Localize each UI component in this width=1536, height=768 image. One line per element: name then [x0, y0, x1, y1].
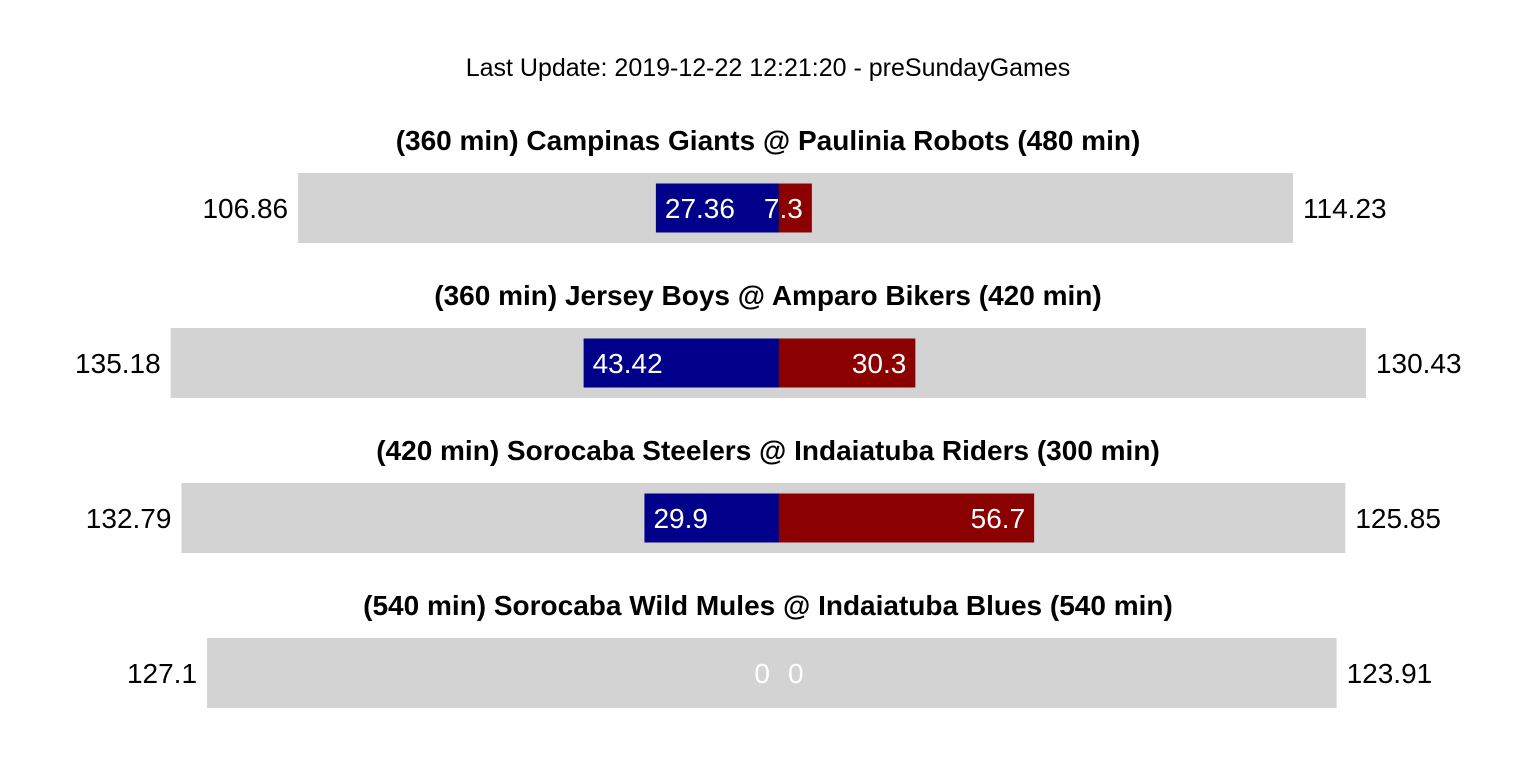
away-projection-label: 135.18: [75, 348, 161, 379]
away-projection-label: 127.1: [127, 658, 197, 689]
away-score-label: 27.36: [665, 193, 735, 224]
home-projection-label: 125.85: [1355, 503, 1441, 534]
game-title: (360 min) Jersey Boys @ Amparo Bikers (4…: [434, 280, 1101, 311]
away-score-label: 43.42: [593, 348, 663, 379]
home-score-label: 7.3: [764, 193, 803, 224]
home-score-label: 56.7: [971, 503, 1026, 534]
away-score-bar: [644, 493, 779, 543]
away-score-label: 29.9: [653, 503, 708, 534]
home-projection-label: 130.43: [1376, 348, 1462, 379]
home-projection-label: 114.23: [1303, 193, 1387, 224]
away-score-label: 0: [754, 658, 770, 689]
home-score-label: 0: [788, 658, 804, 689]
away-score-bar: [583, 338, 779, 388]
away-projection-label: 106.86: [202, 193, 288, 224]
last-update-text: Last Update: 2019-12-22 12:21:20 - preSu…: [466, 54, 1071, 82]
game-title: (540 min) Sorocaba Wild Mules @ Indaiatu…: [363, 590, 1173, 621]
home-score-bar: [779, 338, 916, 388]
away-score-bar: [655, 183, 779, 233]
projection-track: [207, 638, 1337, 708]
home-score-bar: [779, 493, 1035, 543]
home-score-bar: [779, 183, 812, 233]
game-title: (420 min) Sorocaba Steelers @ Indaiatuba…: [376, 435, 1160, 466]
game-title: (360 min) Campinas Giants @ Paulinia Rob…: [396, 125, 1141, 156]
away-projection-label: 132.79: [86, 503, 172, 534]
home-projection-label: 123.91: [1347, 658, 1433, 689]
home-score-label: 30.3: [852, 348, 907, 379]
games-group: (360 min) Campinas Giants @ Paulinia Rob…: [75, 125, 1462, 708]
